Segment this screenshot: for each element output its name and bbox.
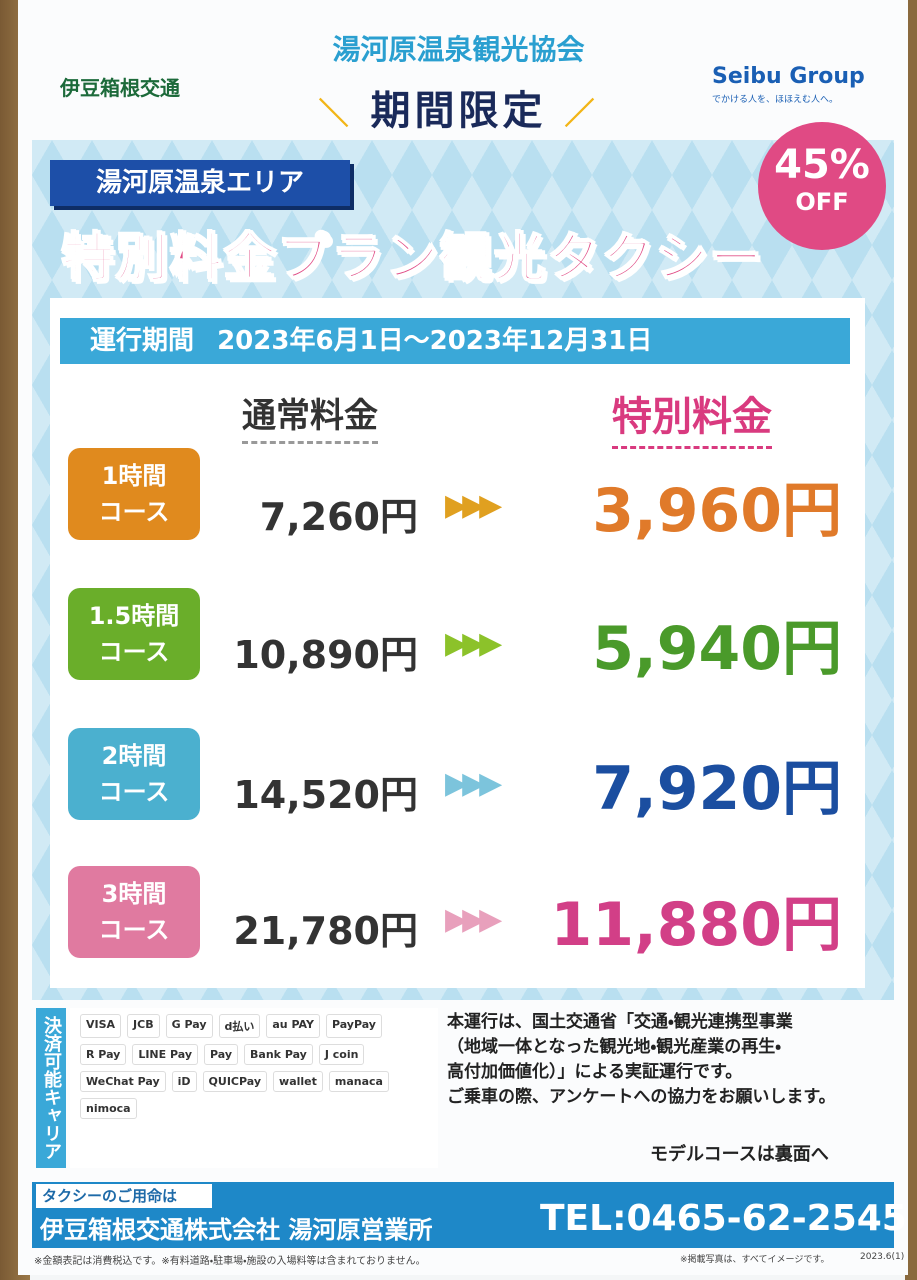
course-time: 1.5時間 — [88, 602, 180, 630]
course-time: 1時間 — [101, 462, 167, 490]
course-word: コース — [98, 498, 170, 526]
payment-brand: wallet — [273, 1071, 323, 1092]
payment-brand: R Pay — [80, 1044, 127, 1065]
discount-badge: 45% OFF — [758, 122, 886, 250]
edition: 2023.6(1) — [860, 1252, 905, 1262]
payment-brand: d払い — [218, 1014, 261, 1038]
notice: 本運行は、国土交通省「交通・観光連携型事業 （地域一体となった観光地・観光産業の… — [447, 1010, 836, 1110]
special-price: 11,880円 — [550, 890, 842, 960]
discount-off: OFF — [795, 188, 849, 216]
payment-brand: Bank Pay — [244, 1044, 313, 1065]
payment-brand: LINE Pay — [132, 1044, 199, 1065]
photo-note: ※掲載写真は、すべてイメージです。 — [680, 1255, 830, 1265]
payment-brand: J coin — [318, 1044, 365, 1065]
campaign-text: 期間限定 — [370, 88, 547, 134]
course-badge: 1.5時間コース — [68, 588, 200, 680]
special-price: 5,940円 — [592, 614, 842, 684]
regular-price: 21,780円 — [233, 909, 418, 953]
payment-brand: iD — [171, 1071, 197, 1092]
course-word: コース — [98, 638, 170, 666]
footer-tel: TEL:0465-62-2545 — [540, 1198, 907, 1239]
payment-brand: Pay — [204, 1044, 239, 1065]
notice-line: （地域一体となった観光地・観光産業の再生・ — [447, 1037, 782, 1057]
seibu-logo: Seibu Group — [712, 64, 865, 89]
deco: ＼ — [318, 97, 353, 132]
arrows: ▶▶▶ — [445, 626, 502, 661]
payment-brand: PayPay — [325, 1014, 382, 1038]
course-badge: 1時間コース — [68, 448, 200, 540]
association: 湯河原温泉観光協会 — [332, 33, 585, 66]
discount-percent: 45% — [774, 142, 870, 188]
regular-price: 7,260円 — [259, 495, 418, 539]
regular-price: 14,520円 — [233, 773, 418, 817]
payment-brand: nimoca — [80, 1098, 137, 1119]
period-label: 運行期間 — [90, 326, 195, 356]
course-word: コース — [98, 778, 170, 806]
izuhakone-logo: 伊豆箱根交通 — [60, 76, 180, 100]
course-time: 2時間 — [101, 742, 167, 770]
payment-brand: G Pay — [165, 1014, 213, 1038]
deco: ／ — [564, 97, 599, 132]
notice-line: ご乗車の際、アンケートへの協力をお願いします。 — [447, 1087, 836, 1107]
footer-company: 伊豆箱根交通株式会社 湯河原営業所 — [40, 1216, 433, 1244]
arrows: ▶▶▶ — [445, 766, 502, 801]
campaign: ＼ 期間限定 ／ — [0, 78, 917, 136]
model-course: モデルコースは裏面へ — [650, 1144, 829, 1165]
arrows: ▶▶▶ — [445, 902, 502, 937]
course-time: 3時間 — [101, 880, 167, 908]
area-label: 湯河原温泉エリア — [50, 160, 350, 206]
special-price: 3,960円 — [592, 476, 842, 546]
arrows: ▶▶▶ — [445, 488, 502, 523]
regular-header: 通常料金 — [242, 388, 378, 444]
payment-brand: au PAY — [266, 1014, 320, 1038]
payment-logos: VISA JCB G Pay d払い au PAY PayPay R Pay LINE Pay… — [70, 1008, 438, 1168]
special-price: 7,920円 — [592, 754, 842, 824]
period-dates: 2023年6月1日～2023年12月31日 — [217, 326, 653, 356]
seibu-tagline: でかける人を、ほほえむ人へ。 — [712, 95, 839, 105]
main-title: 特別料金プラン観光タクシー — [61, 228, 765, 290]
course-word: コース — [98, 916, 170, 944]
notice-line: 本運行は、国土交通省「交通・観光連携型事業 — [447, 1012, 793, 1032]
course-badge: 3時間コース — [68, 866, 200, 958]
payment-brand: WeChat Pay — [80, 1071, 166, 1092]
payment-brand: JCB — [127, 1014, 160, 1038]
notice-line: 高付加価値化）」による実証運行です。 — [447, 1062, 743, 1082]
payment-brand: VISA — [80, 1014, 122, 1038]
payment-brand: QUICPay — [202, 1071, 268, 1092]
regular-price: 10,890円 — [233, 633, 418, 677]
period-bar: 運行期間 2023年6月1日～2023年12月31日 — [60, 318, 850, 364]
course-badge: 2時間コース — [68, 728, 200, 820]
payment-label: 決済可能キャリア — [36, 1008, 66, 1168]
special-header: 特別料金 — [612, 384, 772, 449]
footer-request: タクシーのご用命は — [36, 1184, 212, 1208]
tax-note: ※金額表記は消費税込です。※有料道路・駐車場・施設の入場料等は含まれておりません… — [34, 1256, 426, 1267]
payment-brand: manaca — [328, 1071, 389, 1092]
